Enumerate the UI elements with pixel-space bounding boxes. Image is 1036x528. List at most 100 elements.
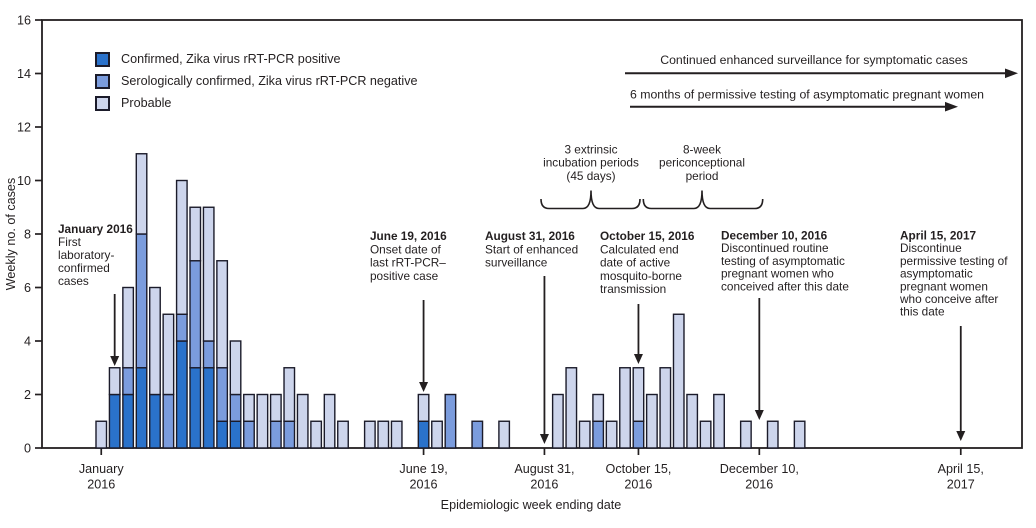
annotation-line: pregnant women who — [721, 267, 834, 281]
annotation-line: mosquito-borne — [600, 269, 682, 283]
brace-label-0: 3 extrinsic — [564, 142, 617, 156]
annotation-line: Discontinue — [900, 241, 962, 255]
y-tick-label: 8 — [24, 228, 31, 242]
x-tick-label: August 31, — [514, 462, 574, 476]
bar-segment-week6-serologic — [175, 313, 188, 342]
x-tick-label: 2017 — [947, 478, 975, 492]
x-axis-title: Epidemiologic week ending date — [440, 498, 622, 512]
x-tick-label: April 15, — [938, 462, 984, 476]
annotation-arrow-oct-15-head — [633, 354, 643, 364]
bar-segment-week37-probable — [592, 393, 605, 422]
legend-label-serologic: Serologically confirmed, Zika virus rRT-… — [121, 74, 418, 88]
bar-segment-week2-confirmed — [122, 393, 135, 449]
bar-segment-week1-probable — [108, 367, 121, 396]
annotation-line: this date — [900, 305, 945, 319]
x-tick-label: 2016 — [410, 478, 438, 492]
legend-item-serologic: Serologically confirmed, Zika virus rRT-… — [95, 70, 418, 92]
bar-segment-week40-probable — [632, 367, 645, 422]
annotation-line: First — [58, 235, 82, 249]
y-tick-label: 12 — [17, 121, 31, 135]
y-tick-label: 16 — [17, 14, 31, 28]
y-tick-label: 10 — [17, 174, 31, 188]
bar-segment-week9-confirmed — [216, 420, 229, 449]
annotation-line: asymptomatic — [900, 267, 973, 281]
annotation-date-apr-15: April 15, 2017 — [900, 229, 977, 243]
range-arrow-head-1 — [945, 101, 958, 112]
bar-segment-week43-probable — [672, 313, 685, 449]
brace-1 — [642, 190, 764, 210]
bar-segment-week52-probable — [793, 420, 806, 449]
bar-segment-week11-serologic — [243, 420, 255, 449]
bar-segment-week5-serologic — [162, 393, 175, 449]
annotation-line: pregnant women — [900, 279, 988, 293]
bar-segment-week22-probable — [390, 420, 403, 449]
annotation-dec-10: December 10, 2016 Discontinued routine tes… — [721, 229, 849, 294]
bar-segment-week9-serologic — [216, 367, 229, 422]
range-arrow-label-0: Continued enhanced surveillance for symp… — [660, 53, 968, 67]
brace-label-1: period — [686, 169, 719, 183]
bar-segment-week10-serologic — [229, 393, 242, 422]
bar-segment-week16-probable — [310, 420, 323, 449]
bar-segment-week41-probable — [645, 393, 658, 449]
bar-segment-week26-serologic — [444, 393, 457, 449]
bar-segment-week10-probable — [229, 340, 242, 396]
annotation-aug-31: August 31, 2016 Start of enhanced surveill… — [485, 229, 578, 270]
x-tick-label: January — [79, 462, 125, 476]
bar-segment-week13-probable — [269, 393, 282, 422]
annotation-line: laboratory- — [58, 248, 114, 262]
bar-segment-week37-serologic — [592, 420, 605, 449]
x-tick-label: June 19, — [399, 462, 447, 476]
bar-segment-week7-confirmed — [189, 367, 202, 449]
bar-segment-week45-probable — [699, 420, 712, 449]
bar-segment-week9-probable — [216, 260, 229, 369]
brace-label-1: 8-week — [683, 142, 721, 156]
bar-segment-week17-probable — [323, 393, 336, 449]
bar-segment-week42-probable — [659, 367, 672, 449]
bar-segment-week2-probable — [122, 286, 135, 369]
bar-segment-week8-confirmed — [202, 367, 215, 449]
y-tick-label: 0 — [24, 442, 31, 456]
bar-segment-week18-probable — [337, 420, 349, 449]
bar-segment-week50-probable — [766, 420, 779, 449]
legend-item-confirmed: Confirmed, Zika virus rRT-PCR positive — [95, 48, 418, 70]
bar-segment-week2-serologic — [122, 367, 135, 396]
bar-segment-week40-serologic — [632, 420, 645, 449]
bar-segment-week5-probable — [162, 313, 175, 396]
bar-segment-week25-probable — [431, 420, 443, 449]
legend-item-probable: Probable — [95, 92, 418, 114]
x-tick-label: 2016 — [624, 478, 652, 492]
annotation-arrow-aug-31-head — [539, 434, 549, 444]
y-tick-label: 4 — [24, 335, 31, 349]
x-tick-label: December 10, — [720, 462, 799, 476]
x-tick-label: October 15, — [606, 462, 672, 476]
bar-segment-week24-probable — [417, 393, 430, 422]
annotation-line: surveillance — [485, 256, 548, 270]
annotation-arrow-jun-19-head — [419, 382, 429, 392]
bar-segment-week36-probable — [578, 420, 591, 449]
annotation-line: Start of enhanced — [485, 242, 578, 256]
legend-label-confirmed: Confirmed, Zika virus rRT-PCR positive — [121, 52, 341, 66]
annotation-arrow-dec-10-head — [754, 410, 764, 420]
bar-segment-week3-serologic — [135, 233, 148, 369]
bar-segment-week20-probable — [363, 420, 376, 449]
bar-segment-week3-probable — [135, 153, 148, 235]
bar-segment-week14-serologic — [283, 420, 296, 449]
bar-segment-week30-probable — [498, 420, 511, 449]
bar-segment-week34-probable — [551, 393, 564, 449]
annotation-line: cases — [58, 274, 89, 288]
y-tick-label: 2 — [24, 388, 31, 402]
annotation-line: Calculated end — [600, 242, 679, 256]
bar-segment-week11-probable — [243, 393, 255, 422]
annotation-line: conceived after this date — [721, 279, 849, 293]
annotation-jun-19: June 19, 2016 Onset date of last rRT-PCR– p… — [370, 229, 447, 283]
range-arrow-label-1: 6 months of permissive testing of asympt… — [630, 88, 984, 102]
annotation-line: Discontinued routine — [721, 241, 829, 255]
bar-segment-week21-probable — [377, 420, 390, 449]
x-tick-label: 2016 — [530, 478, 558, 492]
legend-label-probable: Probable — [121, 96, 172, 110]
bar-segment-week24-confirmed — [417, 420, 430, 449]
x-tick-label: 2016 — [745, 478, 773, 492]
annotation-oct-15: October 15, 2016 Calculated end date of ac… — [600, 229, 695, 296]
annotation-line: testing of asymptomatic — [721, 254, 845, 268]
